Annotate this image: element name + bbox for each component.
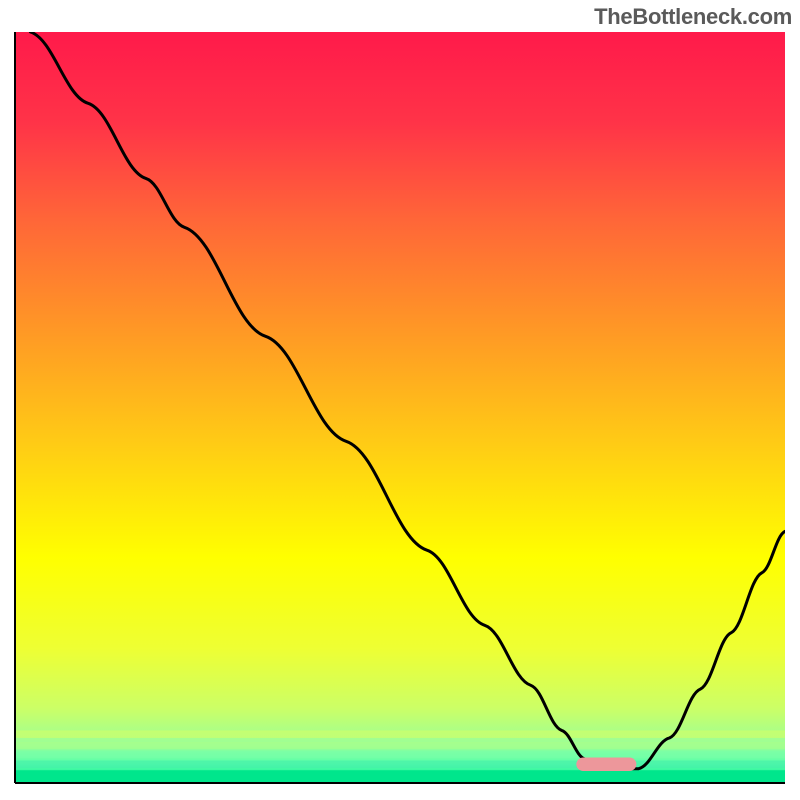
chart-container: TheBottleneck.com (0, 0, 800, 800)
gradient-background (15, 32, 785, 783)
optimal-marker (576, 757, 636, 771)
watermark-label: TheBottleneck.com (594, 4, 792, 30)
bottleneck-curve-chart (0, 0, 800, 800)
